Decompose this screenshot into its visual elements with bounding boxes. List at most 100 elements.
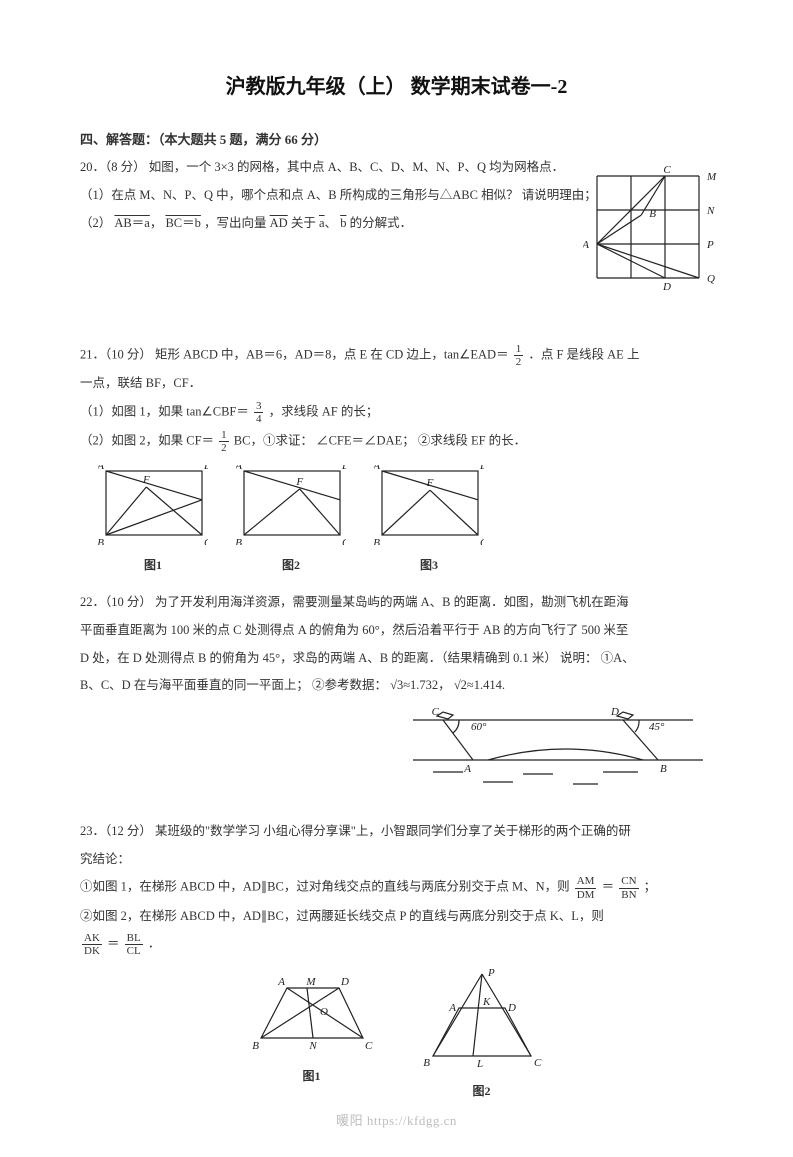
svg-text:A: A xyxy=(583,239,589,251)
q21-stem-a: 21．（10 分） 矩形 ABCD 中，AB＝6，AD＝8，点 E 在 CD 边… xyxy=(80,348,509,362)
q23-p1-f1: AM DM xyxy=(575,875,597,900)
svg-text:D: D xyxy=(479,465,484,472)
q23-s2: 究结论： xyxy=(80,848,713,872)
q22-sqrt3: √3≈1.732， xyxy=(390,678,451,692)
svg-text:A: A xyxy=(463,763,471,775)
page-title: 沪教版九年级（上） 数学期末试卷一-2 xyxy=(80,70,713,99)
q21-cap1: 图1 xyxy=(98,554,208,577)
svg-text:D: D xyxy=(341,465,346,472)
q20-figure: ACMNPQBD xyxy=(583,166,723,305)
svg-text:B: B xyxy=(98,537,104,545)
svg-text:C: C xyxy=(480,537,484,545)
svg-text:B: B xyxy=(660,763,667,775)
q21-stem-frac: 1 2 xyxy=(514,343,524,368)
q23-cap2: 图2 xyxy=(417,1080,547,1103)
svg-text:A: A xyxy=(448,1002,456,1014)
q21-fig1: ADBCEF 图1 xyxy=(98,465,208,578)
q23-p1-a: ①如图 1，在梯形 ABCD 中，AD∥BC，过对角线交点的直线与两底分别交于点… xyxy=(80,880,570,894)
svg-text:60°: 60° xyxy=(471,721,487,733)
q22-sqrt2: √2≈1.414. xyxy=(454,678,505,692)
svg-text:C: C xyxy=(534,1057,542,1069)
exam-page: 沪教版九年级（上） 数学期末试卷一-2 四、解答题：（本大题共 5 题，满分 6… xyxy=(0,0,793,1157)
frac-num: AK xyxy=(82,932,102,945)
svg-text:B: B xyxy=(374,537,380,545)
svg-text:M: M xyxy=(706,171,717,183)
q23-figures: ADBCMNO 图1 PADBCKL 图2 xyxy=(80,966,713,1104)
q21-part1: （1）如图 1，如果 tan∠CBF＝ 3 4 ，求线段 AF 的长； xyxy=(80,400,713,425)
q21-stem-c: 一点，联结 BF，CF． xyxy=(80,372,713,396)
svg-text:D: D xyxy=(203,465,208,472)
section-header: 四、解答题：（本大题共 5 题，满分 66 分） xyxy=(80,129,713,148)
q21-p1-frac: 3 4 xyxy=(254,400,264,425)
q23-period: ． xyxy=(148,937,161,951)
q20-vec-ad: AD xyxy=(270,216,288,230)
problem-23: 23．（12 分） 某班级的"数学学习 小组心得分享课"上，小智跟同学们分享了关… xyxy=(80,820,713,1103)
q23-eq2: ＝ xyxy=(107,937,120,951)
svg-text:O: O xyxy=(320,1006,328,1018)
svg-text:C: C xyxy=(342,537,346,545)
q22-l4a: B、C、D 在与海平面垂直的同一平面上； ②参考数据： xyxy=(80,678,387,692)
frac-num: BL xyxy=(125,932,143,945)
problem-22: 22．（10 分） 为了开发利用海洋资源，需要测量某岛屿的两端 A、B 的距离．… xyxy=(80,591,713,806)
q23-part2: ②如图 2，在梯形 ABCD 中，AD∥BC，过两腰延长线交点 P 的直线与两底… xyxy=(80,905,713,929)
frac-num: 1 xyxy=(219,429,229,442)
svg-text:K: K xyxy=(482,996,491,1008)
q21-stem: 21．（10 分） 矩形 ABCD 中，AB＝6，AD＝8，点 E 在 CD 边… xyxy=(80,343,713,368)
svg-text:F: F xyxy=(295,475,303,487)
svg-text:D: D xyxy=(662,281,671,293)
q21-figures: ADBCEF 图1 ADBCEF 图2 ADBCEF 图3 xyxy=(98,465,713,578)
problem-20: 20．（8 分） 如图，一个 3×3 的网格，其中点 A、B、C、D、M、N、P… xyxy=(80,156,713,329)
q21-p1-a: （1）如图 1，如果 tan∠CBF＝ xyxy=(80,405,249,419)
frac-num: 3 xyxy=(254,400,264,413)
q20-p2-suffix: 的分解式． xyxy=(350,216,413,230)
frac-den: 2 xyxy=(514,356,524,368)
frac-den: DK xyxy=(82,945,102,957)
svg-text:Q: Q xyxy=(707,273,715,285)
frac-den: 4 xyxy=(254,413,264,425)
q23-cap1: 图1 xyxy=(247,1065,377,1088)
q23-p2-f2: BL CL xyxy=(125,932,143,957)
q21-p2-frac: 1 2 xyxy=(219,429,229,454)
svg-text:D: D xyxy=(340,976,349,988)
q23-s1: 23．（12 分） 某班级的"数学学习 小组心得分享课"上，小智跟同学们分享了关… xyxy=(80,820,713,844)
svg-text:F: F xyxy=(426,477,434,489)
svg-text:A: A xyxy=(374,465,380,472)
svg-text:A: A xyxy=(236,465,242,472)
svg-text:A: A xyxy=(98,465,104,472)
problem-21: 21．（10 分） 矩形 ABCD 中，AB＝6，AD＝8，点 E 在 CD 边… xyxy=(80,343,713,577)
frac-num: CN xyxy=(619,875,638,888)
q23-fig2: PADBCKL 图2 xyxy=(417,966,547,1104)
svg-text:M: M xyxy=(305,976,316,988)
svg-text:N: N xyxy=(308,1040,317,1052)
svg-text:C: C xyxy=(365,1040,373,1052)
q23-part1: ①如图 1，在梯形 ABCD 中，AD∥BC，过对角线交点的直线与两底分别交于点… xyxy=(80,875,713,900)
svg-text:C: C xyxy=(432,706,440,718)
svg-text:D: D xyxy=(507,1002,516,1014)
q22-figure: CD60°45°AB xyxy=(80,702,713,806)
svg-text:B: B xyxy=(649,208,656,220)
frac-num: AM xyxy=(575,875,597,888)
q22-l4: B、C、D 在与海平面垂直的同一平面上； ②参考数据： √3≈1.732， √2… xyxy=(80,674,713,698)
frac-den: 2 xyxy=(219,442,229,454)
svg-text:N: N xyxy=(706,205,715,217)
q20-vec-ab: AB＝a xyxy=(114,216,149,230)
q20-vec-b: b xyxy=(340,216,346,230)
q23-eq1: ＝ xyxy=(602,880,615,894)
svg-text:L: L xyxy=(476,1058,483,1070)
q21-part2: （2）如图 2，如果 CF＝ 1 2 BC，①求证： ∠CFE＝∠DAE； ②求… xyxy=(80,429,713,454)
q22-l2: 平面垂直距离为 100 米的点 C 处测得点 A 的俯角为 60°，然后沿着平行… xyxy=(80,619,713,643)
frac-den: CL xyxy=(125,945,143,957)
svg-text:A: A xyxy=(277,976,285,988)
svg-text:P: P xyxy=(706,239,714,251)
q21-stem-b: ．点 F 是线段 AE 上 xyxy=(528,348,639,362)
q23-p1-f2: CN BN xyxy=(619,875,638,900)
q22-l3: D 处，在 D 处测得点 B 的俯角为 45°，求岛的两端 A、B 的距离．（结… xyxy=(80,647,713,671)
svg-text:B: B xyxy=(236,537,242,545)
frac-num: 1 xyxy=(514,343,524,356)
svg-text:45°: 45° xyxy=(649,721,665,733)
q20-vec-a: a xyxy=(319,216,325,230)
svg-text:B: B xyxy=(252,1040,259,1052)
q21-p2-b: BC，①求证： ∠CFE＝∠DAE； ②求线段 EF 的长． xyxy=(234,434,526,448)
q20-p2-mid: ，写出向量 xyxy=(204,216,267,230)
q21-fig3: ADBCEF 图3 xyxy=(374,465,484,578)
